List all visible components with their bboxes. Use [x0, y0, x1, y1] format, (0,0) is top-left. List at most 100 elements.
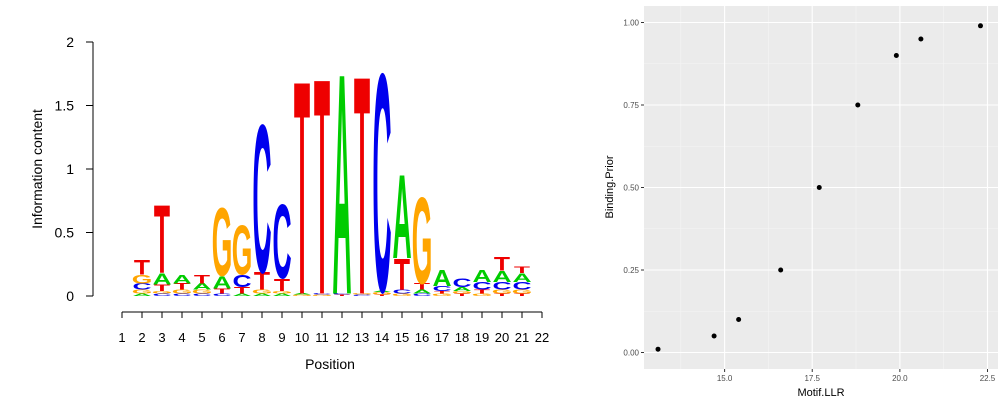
logo-letter: G	[432, 293, 453, 297]
logo-letter: A	[472, 266, 491, 286]
logo-letter-glyph: T	[314, 16, 330, 360]
scatter-point	[977, 23, 983, 29]
logo-letter-glyph: C	[212, 293, 232, 297]
scatter-x-tick-label: 20.0	[892, 374, 908, 383]
scatter-grid	[644, 6, 998, 369]
logo-letter-glyph: T	[154, 187, 170, 295]
scatter-y-tick-label: 0.50	[623, 184, 639, 193]
logo-letter-glyph: A	[292, 293, 312, 295]
logo-letter: A	[412, 289, 431, 295]
logo-letter: C	[352, 294, 372, 296]
logo-letter: C	[492, 281, 511, 293]
scatter-point	[918, 36, 924, 42]
logo-x-tick-label: 6	[218, 330, 225, 345]
logo-letter-glyph: G	[152, 290, 173, 294]
logo-letter-glyph: T	[454, 293, 471, 297]
logo-letter-glyph: G	[412, 171, 433, 309]
logo-letter: G	[132, 273, 153, 287]
logo-letter: T	[154, 283, 170, 293]
logo-letter: C	[252, 80, 271, 317]
logo-x-tick-label: 1	[118, 330, 125, 345]
logo-letter-glyph: T	[374, 294, 391, 296]
logo-letter: A	[132, 293, 152, 297]
scatter-point	[893, 53, 899, 58]
logo-letter-glyph: A	[472, 266, 491, 286]
logo-letter-glyph: C	[412, 293, 432, 297]
logo-letter-glyph: G	[392, 293, 413, 297]
logo-letter: G	[252, 289, 273, 295]
logo-letter-glyph: C	[432, 285, 451, 293]
logo-letter: G	[372, 292, 393, 296]
logo-letter-glyph: A	[492, 267, 511, 285]
logo-letter: A	[292, 293, 312, 295]
logo-letter: T	[474, 289, 491, 295]
logo-letter-glyph: A	[412, 289, 431, 295]
logo-letter-glyph: T	[154, 283, 170, 293]
logo-letter: T	[154, 187, 170, 295]
logo-letter-glyph: A	[452, 286, 471, 292]
logo-letter-glyph: A	[152, 270, 171, 288]
logo-x-tick-label: 8	[258, 330, 265, 345]
logo-letter-glyph: A	[392, 150, 411, 284]
logo-letter-glyph: C	[372, 8, 391, 357]
logo-letter-glyph: G	[512, 289, 533, 295]
logo-letter: C	[192, 293, 212, 297]
scatter-x-tick-label: 15.0	[717, 374, 733, 383]
logo-letter-glyph: T	[394, 250, 410, 300]
logo-letter: C	[332, 293, 352, 295]
logo-letter-glyph: C	[272, 184, 291, 302]
scatter-point	[736, 317, 742, 322]
scatter-x-axis-label: Motif.LLR	[797, 387, 844, 399]
logo-letter-glyph: A	[252, 293, 272, 297]
logo-letter: G	[152, 290, 173, 294]
logo-letter: C	[512, 281, 531, 293]
logo-letter-glyph: T	[214, 287, 230, 295]
logo-letter: C	[472, 281, 491, 293]
logo-x-tick-label: 5	[198, 330, 205, 345]
logo-letter: G	[452, 290, 473, 294]
logo-letter: T	[134, 256, 151, 280]
logo-letter-glyph: G	[232, 212, 253, 290]
logo-letter-glyph: T	[274, 275, 290, 295]
logo-letter-glyph: T	[494, 253, 510, 275]
logo-letter: T	[354, 10, 370, 359]
logo-letter: G	[212, 190, 233, 298]
logo-x-tick-label: 15	[395, 330, 409, 345]
logo-letter-glyph: T	[194, 273, 211, 287]
logo-letter: A	[212, 273, 231, 293]
sequence-logo-chart: 00.511.521 2 3 4 5 6 7 8 9 10 11 12 13 14 15 16 17 18 19 20…	[29, 8, 549, 372]
scatter-x-tick-label: 22.5	[980, 374, 996, 383]
logo-letter: C	[452, 276, 471, 290]
logo-letter-glyph: A	[132, 293, 152, 297]
logo-letter: A	[232, 293, 252, 297]
logo-letter-glyph: G	[172, 289, 193, 295]
logo-letter-glyph: C	[332, 293, 352, 295]
logo-letter-glyph: G	[292, 294, 313, 296]
scatter-y-tick-label: 0.00	[623, 349, 639, 358]
logo-letter-glyph: G	[272, 290, 293, 294]
logo-letter-glyph: C	[132, 282, 151, 292]
logo-letter-glyph: G	[212, 190, 233, 298]
logo-letter: T	[514, 293, 531, 297]
logo-letter: C	[152, 293, 172, 297]
logo-letter: A	[432, 266, 451, 291]
scatter-y-tick-label: 0.25	[623, 266, 639, 275]
logo-letter-glyph: C	[152, 293, 172, 297]
logo-letter: G	[132, 289, 153, 295]
logo-letter: T	[234, 286, 250, 296]
logo-letter: C	[312, 293, 332, 295]
logo-letter: G	[392, 293, 413, 297]
logo-letter: T	[294, 17, 310, 358]
logo-letter-glyph: T	[334, 294, 351, 296]
logo-x-tick-label: 10	[295, 330, 309, 345]
logo-x-tick-label: 20	[495, 330, 509, 345]
logo-letter: T	[514, 266, 530, 276]
logo-y-axis-label: Information content	[29, 109, 45, 229]
logo-letter: C	[392, 289, 411, 295]
logo-letter: A	[332, 9, 351, 361]
logo-letter: G	[172, 289, 193, 295]
logo-letter: C	[372, 8, 391, 357]
logo-letter: T	[414, 282, 430, 292]
logo-letter-glyph: T	[354, 10, 370, 359]
